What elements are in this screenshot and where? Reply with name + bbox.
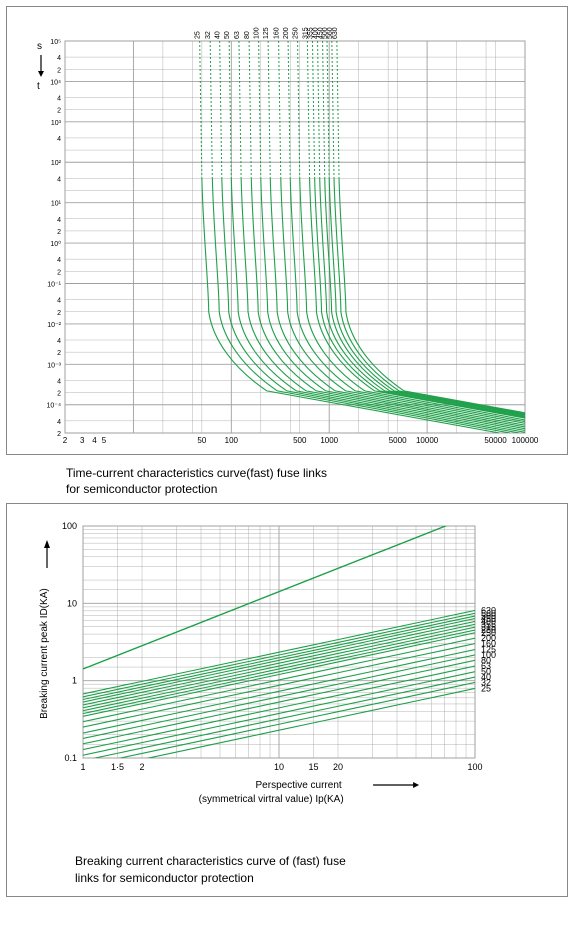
svg-text:3: 3 — [80, 436, 85, 445]
svg-text:10¹: 10¹ — [51, 201, 62, 208]
svg-text:5: 5 — [102, 436, 107, 445]
svg-text:63: 63 — [234, 31, 241, 39]
svg-text:80: 80 — [244, 31, 251, 39]
svg-text:25: 25 — [195, 31, 202, 39]
chart2-box: 0.111010011·52101520100Breaking current … — [15, 512, 559, 845]
svg-text:50000: 50000 — [484, 436, 507, 445]
chart2-panel: 0.111010011·52101520100Breaking current … — [6, 503, 568, 896]
svg-text:500: 500 — [293, 436, 307, 445]
svg-text:2: 2 — [57, 431, 61, 438]
svg-text:10: 10 — [67, 599, 77, 609]
svg-text:2: 2 — [57, 67, 61, 74]
svg-text:2: 2 — [139, 762, 144, 772]
svg-text:4: 4 — [57, 55, 61, 62]
svg-text:100: 100 — [62, 521, 77, 531]
svg-text:10: 10 — [274, 762, 284, 772]
svg-text:1·5: 1·5 — [111, 762, 124, 772]
svg-text:4: 4 — [57, 96, 61, 103]
chart1-caption-l1: Time-current characteristics curve(fast)… — [66, 466, 327, 480]
svg-text:40: 40 — [215, 31, 222, 39]
svg-text:10⁻³: 10⁻³ — [47, 362, 61, 369]
svg-text:10⁰: 10⁰ — [50, 240, 61, 248]
svg-text:4: 4 — [57, 338, 61, 345]
svg-text:2: 2 — [57, 391, 61, 398]
svg-text:4: 4 — [92, 436, 97, 445]
svg-text:10²: 10² — [51, 160, 62, 167]
svg-text:2: 2 — [57, 108, 61, 115]
svg-text:t: t — [37, 81, 40, 92]
svg-text:100: 100 — [225, 436, 239, 445]
svg-text:1000: 1000 — [320, 436, 338, 445]
chart1-svg: 2 4 10⁻⁴ 2 4 10⁻³ 2 4 10⁻² 2 4 10⁻¹ 2 4 10⁰ 2 4 10¹ 4 10² 4 1… — [15, 15, 559, 447]
svg-text:(symmetrical virtral value) Ip: (symmetrical virtral value) Ip(KA) — [199, 794, 344, 805]
svg-text:630: 630 — [332, 27, 339, 39]
svg-text:10⁻⁴: 10⁻⁴ — [47, 403, 62, 410]
chart2-caption: Breaking current characteristics curve o… — [75, 853, 559, 885]
svg-text:10⁴: 10⁴ — [50, 79, 61, 86]
svg-text:10⁻¹: 10⁻¹ — [47, 281, 61, 288]
svg-text:s: s — [37, 41, 42, 52]
svg-text:2: 2 — [57, 310, 61, 317]
svg-text:2: 2 — [63, 436, 68, 445]
svg-text:4: 4 — [57, 136, 61, 143]
chart2-caption-l1: Breaking current characteristics curve o… — [75, 854, 346, 868]
svg-text:160: 160 — [274, 27, 281, 39]
chart1-panel: 2 4 10⁻⁴ 2 4 10⁻³ 2 4 10⁻² 2 4 10⁻¹ 2 4 10⁰ 2 4 10¹ 4 10² 4 1… — [6, 6, 568, 455]
svg-text:2: 2 — [57, 350, 61, 357]
chart2-svg: 0.111010011·52101520100Breaking current … — [15, 512, 559, 842]
svg-text:50: 50 — [224, 31, 231, 39]
svg-text:4: 4 — [57, 298, 61, 305]
chart1-caption-l2: for semiconductor protection — [66, 482, 217, 496]
svg-text:100000: 100000 — [512, 436, 539, 445]
svg-text:100: 100 — [254, 27, 261, 39]
chart1-caption: Time-current characteristics curve(fast)… — [66, 465, 568, 497]
svg-text:10³: 10³ — [51, 120, 62, 127]
svg-text:4: 4 — [57, 176, 61, 183]
svg-text:200: 200 — [283, 27, 290, 39]
svg-text:125: 125 — [263, 27, 270, 39]
svg-text:20: 20 — [333, 762, 343, 772]
svg-text:5000: 5000 — [389, 436, 407, 445]
chart1-box: 2 4 10⁻⁴ 2 4 10⁻³ 2 4 10⁻² 2 4 10⁻¹ 2 4 10⁰ 2 4 10¹ 4 10² 4 1… — [15, 15, 559, 450]
svg-text:2: 2 — [57, 229, 61, 236]
svg-text:4: 4 — [57, 217, 61, 224]
svg-text:10⁵: 10⁵ — [50, 39, 61, 46]
svg-text:15: 15 — [309, 762, 319, 772]
svg-text:4: 4 — [57, 257, 61, 264]
svg-text:4: 4 — [57, 378, 61, 385]
svg-text:50: 50 — [197, 436, 206, 445]
svg-text:4: 4 — [57, 419, 61, 426]
svg-text:250: 250 — [293, 27, 300, 39]
svg-text:2: 2 — [57, 269, 61, 276]
svg-text:32: 32 — [205, 31, 212, 39]
svg-text:10000: 10000 — [416, 436, 439, 445]
svg-text:630: 630 — [481, 606, 496, 616]
svg-text:0.1: 0.1 — [64, 753, 77, 763]
svg-text:10⁻²: 10⁻² — [47, 322, 61, 329]
svg-text:1: 1 — [80, 762, 85, 772]
svg-text:100: 100 — [467, 762, 482, 772]
svg-text:Perspective current: Perspective current — [256, 780, 342, 791]
chart2-caption-l2: links for semiconductor protection — [75, 871, 254, 885]
svg-text:1: 1 — [72, 676, 77, 686]
svg-text:Breaking current peak ID(KA): Breaking current peak ID(KA) — [39, 589, 50, 720]
